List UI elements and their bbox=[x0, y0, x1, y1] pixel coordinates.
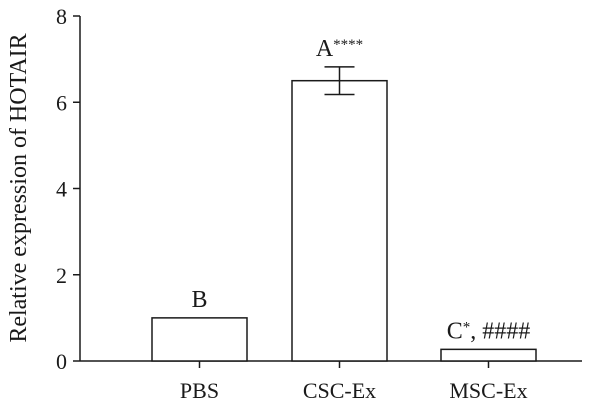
x-tick-label: CSC-Ex bbox=[303, 378, 376, 403]
y-tick-label: 6 bbox=[56, 90, 67, 115]
y-tick-label: 8 bbox=[56, 4, 67, 29]
y-tick-label: 0 bbox=[56, 349, 67, 374]
labels: PBS B CSC-Ex A**** MSC-Ex C*, #### bbox=[180, 36, 530, 403]
x-tick-label: MSC-Ex bbox=[449, 378, 527, 403]
y-tick-label: 4 bbox=[56, 177, 67, 202]
bar-annotation: C*, #### bbox=[447, 318, 531, 344]
y-tick-label: 2 bbox=[56, 263, 67, 288]
bars bbox=[151, 66, 537, 362]
bar-csc-ex bbox=[291, 79, 388, 362]
x-tick-label: PBS bbox=[180, 378, 219, 403]
bar-annotation: B bbox=[191, 287, 207, 313]
bar-annotation: A**** bbox=[316, 36, 363, 62]
y-axis-label: Relative expression of HOTAIR bbox=[6, 33, 32, 342]
bar-msc-ex bbox=[440, 348, 537, 362]
bar-pbs bbox=[151, 317, 248, 362]
